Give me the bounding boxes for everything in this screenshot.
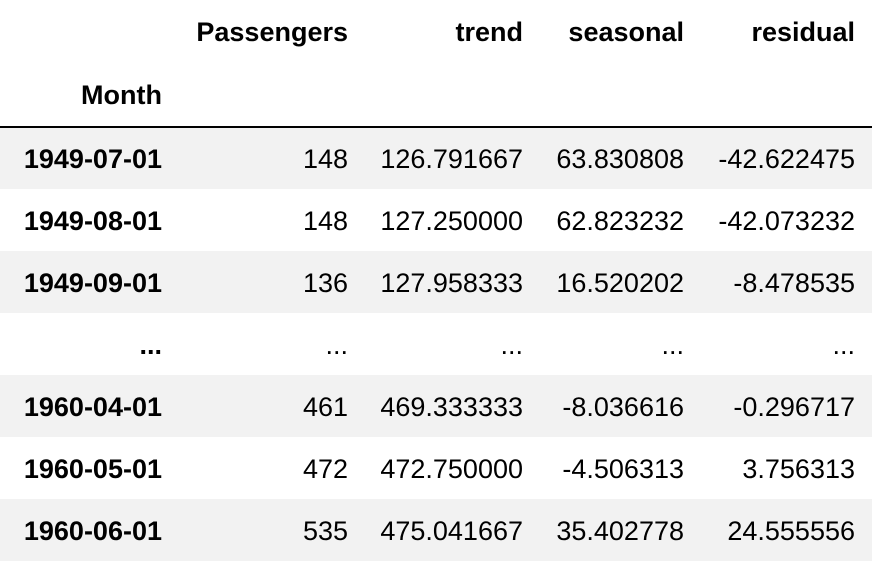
cell-ellipsis: ... (500, 329, 523, 360)
cell-passengers: 136 (302, 267, 348, 298)
cell-residual: -8.478535 (733, 267, 855, 298)
ellipsis-row: ... ... ... ... ... (0, 313, 872, 375)
index-name-header: Month (81, 80, 162, 110)
column-header-passengers: Passengers (196, 17, 348, 47)
cell-passengers: 461 (302, 391, 348, 422)
cell-passengers: 535 (302, 515, 348, 546)
cell-seasonal: 35.402778 (556, 515, 684, 546)
table-header: Passengers trend seasonal residual Month (0, 0, 872, 127)
table-body: 1949-07-01 148 126.791667 63.830808 -42.… (0, 127, 872, 561)
cell-trend: 475.041667 (380, 515, 523, 546)
row-index: 1960-06-01 (23, 515, 162, 546)
index-row-blank (684, 65, 855, 127)
cell-passengers: 148 (302, 144, 348, 174)
cell-trend: 127.958333 (380, 267, 523, 298)
column-header-row: Passengers trend seasonal residual (0, 0, 872, 65)
row-index: 1949-07-01 (23, 144, 162, 174)
cell-trend: 127.250000 (380, 205, 523, 236)
cell-passengers: 148 (302, 205, 348, 236)
cell-trend: 472.750000 (380, 453, 523, 484)
header-pad-left (0, 0, 17, 65)
index-row-blank (348, 65, 523, 127)
row-index: 1960-04-01 (23, 391, 162, 422)
column-header-trend: trend (455, 17, 524, 47)
row-index: 1949-08-01 (23, 205, 162, 236)
table-row: 1960-05-01 472 472.750000 -4.506313 3.75… (0, 437, 872, 499)
row-index: 1960-05-01 (23, 453, 162, 484)
cell-seasonal: -4.506313 (562, 453, 684, 484)
cell-seasonal: 62.823232 (556, 205, 684, 236)
cell-residual: 24.555556 (727, 515, 855, 546)
column-header-seasonal: seasonal (568, 17, 684, 47)
cell-ellipsis: ... (325, 329, 348, 360)
table-row: 1949-08-01 148 127.250000 62.823232 -42.… (0, 189, 872, 251)
cell-seasonal: 63.830808 (556, 144, 684, 174)
cell-ellipsis: ... (832, 329, 855, 360)
index-row-blank (523, 65, 684, 127)
index-row-blank (162, 65, 348, 127)
cell-trend: 126.791667 (380, 144, 523, 174)
cell-passengers: 472 (302, 453, 348, 484)
index-header-blank (17, 0, 162, 65)
cell-ellipsis: ... (661, 329, 684, 360)
header-pad-left (0, 65, 17, 127)
table-row: 1960-04-01 461 469.333333 -8.036616 -0.2… (0, 375, 872, 437)
row-index-ellipsis: ... (139, 329, 162, 360)
cell-residual: -42.073232 (718, 205, 855, 236)
table-row: 1949-07-01 148 126.791667 63.830808 -42.… (0, 127, 872, 189)
column-header-residual: residual (751, 17, 855, 47)
cell-trend: 469.333333 (380, 391, 523, 422)
cell-residual: -42.622475 (718, 144, 855, 174)
index-name-row: Month (0, 65, 872, 127)
header-pad-right (855, 65, 872, 127)
cell-residual: 3.756313 (742, 453, 855, 484)
header-pad-right (855, 0, 872, 65)
cell-seasonal: 16.520202 (556, 267, 684, 298)
cell-seasonal: -8.036616 (562, 391, 684, 422)
row-index: 1949-09-01 (23, 267, 162, 298)
table-row: 1960-06-01 535 475.041667 35.402778 24.5… (0, 499, 872, 561)
table-row: 1949-09-01 136 127.958333 16.520202 -8.4… (0, 251, 872, 313)
cell-residual: -0.296717 (733, 391, 855, 422)
